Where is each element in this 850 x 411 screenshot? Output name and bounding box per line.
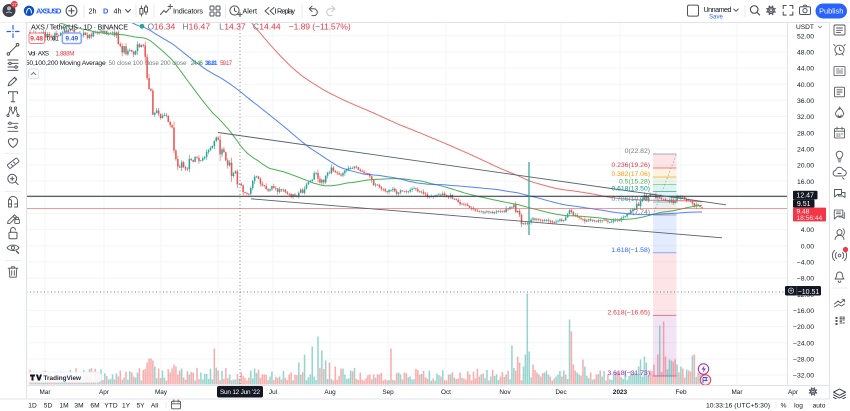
svg-text:log: log — [794, 403, 803, 410]
svg-text:10:33:16 (UTC+5:30): 10:33:16 (UTC+5:30) — [706, 403, 770, 410]
svg-text:AXS / TetherUS · 1D · BINANCE: AXS / TetherUS · 1D · BINANCE — [31, 22, 128, 31]
svg-text:28.00: 28.00 — [797, 130, 814, 137]
svg-text:USDT: USDT — [796, 24, 814, 31]
svg-text:44.00: 44.00 — [797, 66, 814, 73]
svg-text:5D: 5D — [44, 403, 53, 410]
svg-text:Vol · AXS: Vol · AXS — [28, 51, 49, 58]
svg-text:Indicators: Indicators — [173, 6, 203, 15]
svg-text:9.48: 9.48 — [30, 36, 43, 43]
svg-text:1D: 1D — [28, 403, 37, 410]
svg-text:D: D — [103, 6, 109, 15]
svg-text:48.00: 48.00 — [797, 50, 814, 57]
svg-text:−28.00: −28.00 — [793, 357, 814, 364]
svg-text:Mar: Mar — [731, 389, 743, 396]
svg-text:12.47: 12.47 — [796, 193, 814, 200]
svg-text:L: L — [219, 21, 224, 31]
svg-text:All: All — [151, 403, 159, 410]
svg-text:May: May — [155, 389, 168, 396]
svg-text:4h: 4h — [114, 6, 122, 15]
svg-text:2.618(−16.65): 2.618(−16.65) — [607, 310, 650, 317]
svg-text:−20.00: −20.00 — [793, 324, 814, 331]
svg-text:Replay: Replay — [277, 6, 295, 15]
svg-text:9.49: 9.49 — [65, 36, 78, 43]
svg-text:Publish: Publish — [819, 7, 843, 16]
svg-text:O: O — [148, 21, 155, 31]
svg-text:14.37: 14.37 — [224, 21, 246, 31]
svg-text:9.51: 9.51 — [797, 201, 811, 208]
svg-text:14.44: 14.44 — [259, 21, 281, 31]
svg-text:Sep: Sep — [382, 389, 394, 396]
svg-text:Sun 12 Jun ’22: Sun 12 Jun ’22 — [220, 389, 260, 396]
svg-text:−10.51: −10.51 — [798, 289, 820, 296]
svg-text:3M: 3M — [74, 403, 83, 410]
svg-text:18:56:44: 18:56:44 — [797, 215, 823, 222]
svg-text:0.236(19.26): 0.236(19.26) — [611, 162, 650, 169]
svg-text:5Y: 5Y — [136, 403, 145, 410]
svg-text:3.618(−31.73): 3.618(−31.73) — [607, 370, 650, 377]
svg-text:16.47: 16.47 — [189, 21, 211, 31]
svg-text:59.17: 59.17 — [220, 61, 233, 67]
svg-text:Dec: Dec — [555, 389, 567, 396]
svg-text:36.00: 36.00 — [797, 98, 814, 105]
svg-text:2h: 2h — [89, 6, 97, 15]
svg-text:0.382(17.06): 0.382(17.06) — [611, 171, 650, 178]
svg-text:Nov: Nov — [499, 389, 511, 396]
svg-text:20.00: 20.00 — [797, 163, 814, 170]
svg-text:Jul: Jul — [269, 389, 277, 396]
svg-text:1M: 1M — [59, 403, 68, 410]
svg-text:1(7.74): 1(7.74) — [628, 209, 650, 216]
svg-text:%: % — [781, 403, 787, 410]
svg-text:50,100,200 Moving Average: 50,100,200 Moving Average — [26, 60, 106, 67]
svg-text:9.48: 9.48 — [797, 209, 810, 216]
svg-text:0(22.82): 0(22.82) — [625, 148, 650, 155]
svg-text:Unnamed: Unnamed — [704, 5, 732, 14]
svg-text:38.81: 38.81 — [205, 61, 218, 67]
svg-text:Feb: Feb — [675, 389, 686, 396]
svg-text:24.00: 24.00 — [797, 146, 814, 153]
svg-text:2023: 2023 — [613, 389, 628, 396]
svg-text:4.00: 4.00 — [801, 227, 814, 234]
svg-text:H: H — [182, 21, 188, 31]
svg-text:40.00: 40.00 — [797, 82, 814, 89]
svg-text:6M: 6M — [90, 403, 99, 410]
svg-text:−8.00: −8.00 — [797, 276, 814, 283]
svg-text:Mar: Mar — [39, 389, 51, 396]
svg-text:17: 17 — [12, 2, 17, 7]
svg-text:−16.00: −16.00 — [793, 308, 814, 315]
svg-text:Apr: Apr — [99, 389, 110, 396]
svg-text:C: C — [253, 21, 259, 31]
svg-text:32.00: 32.00 — [797, 114, 814, 121]
svg-text:AXSUSD: AXSUSD — [36, 7, 62, 16]
svg-text:YTD: YTD — [104, 403, 117, 410]
svg-text:52.00: 52.00 — [797, 33, 814, 40]
svg-text:1.618(−1.58): 1.618(−1.58) — [611, 247, 650, 254]
svg-text:−1.89 (−11.57%): −1.89 (−11.57%) — [289, 21, 351, 31]
svg-text:Oct: Oct — [441, 389, 451, 396]
svg-text:0.00: 0.00 — [801, 243, 814, 250]
svg-text:0.618(13.50): 0.618(13.50) — [611, 186, 650, 193]
svg-text:16.00: 16.00 — [797, 179, 814, 186]
svg-text:−32.00: −32.00 — [793, 373, 814, 380]
svg-text:1Y: 1Y — [122, 403, 131, 410]
svg-text:50 close 100 close 200 close: 50 close 100 close 200 close — [109, 60, 187, 67]
svg-text:Aug: Aug — [324, 389, 336, 396]
svg-text:auto: auto — [813, 403, 826, 410]
svg-text:0.5(15.28): 0.5(15.28) — [619, 178, 650, 185]
svg-text:Apr: Apr — [788, 389, 799, 396]
svg-text:−24.00: −24.00 — [793, 340, 814, 347]
svg-text:0.01: 0.01 — [47, 36, 60, 43]
svg-text:16.34: 16.34 — [154, 21, 176, 31]
svg-text:24.46: 24.46 — [191, 61, 204, 67]
svg-text:−4.00: −4.00 — [797, 260, 814, 267]
svg-text:Alert: Alert — [243, 6, 258, 15]
svg-text:1.888M: 1.888M — [56, 51, 75, 58]
svg-text:Save: Save — [709, 15, 723, 21]
svg-text:TradingView: TradingView — [44, 375, 82, 382]
